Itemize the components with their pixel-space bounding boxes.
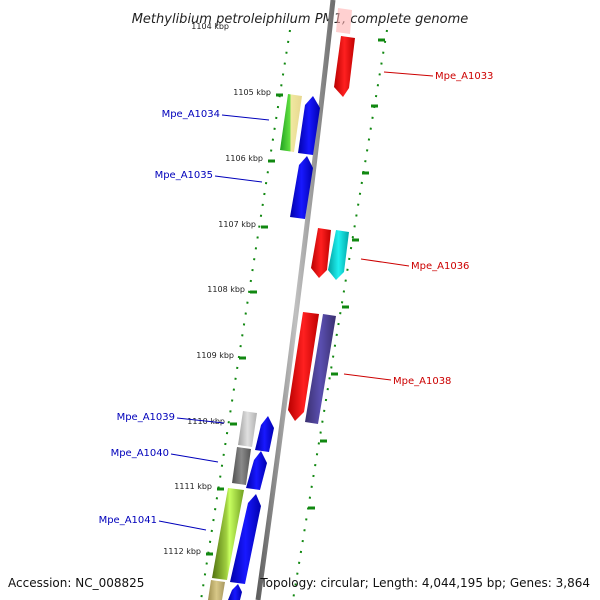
kbp-label: 1104 kbp — [191, 22, 229, 31]
gene-blue-bottom[interactable] — [228, 584, 242, 600]
map-title: Methylibium petroleiphilum PM1, complete… — [132, 12, 469, 27]
gene-mpe-a1033[interactable] — [334, 36, 355, 97]
kbp-tick-marks — [206, 38, 385, 556]
kbp-label: 1111 kbp — [174, 482, 212, 491]
forward-genes — [288, 8, 355, 424]
gene-mpe-a1033-fade — [336, 8, 352, 34]
label-mpe-a1035[interactable]: Mpe_A1035 — [155, 170, 213, 181]
leader-lines — [158, 71, 434, 531]
gene-cyan[interactable] — [328, 230, 349, 280]
gene-mpe-a1036[interactable] — [311, 228, 331, 278]
topology-text: Topology: circular; Length: 4,044,195 bp… — [259, 576, 590, 590]
gene-mpe-a1038[interactable] — [288, 312, 319, 421]
label-mpe-a1038[interactable]: Mpe_A1038 — [393, 376, 451, 387]
gene-gray[interactable] — [238, 411, 257, 447]
gene-labels: Mpe_A1033 Mpe_A1036 Mpe_A1038 Mpe_A1034 … — [99, 71, 494, 526]
kbp-label: 1105 kbp — [233, 88, 271, 97]
kbp-label: 1108 kbp — [207, 285, 245, 294]
gene-mpe-a1040[interactable] — [246, 451, 267, 490]
kbp-label: 1112 kbp — [163, 547, 201, 556]
label-mpe-a1039[interactable]: Mpe_A1039 — [117, 412, 175, 423]
gene-mpe-a1041[interactable] — [230, 494, 261, 584]
label-mpe-a1034[interactable]: Mpe_A1034 — [162, 109, 220, 120]
gene-dark-gray[interactable] — [232, 447, 251, 485]
label-mpe-a1036[interactable]: Mpe_A1036 — [411, 261, 469, 272]
kbp-label: 1107 kbp — [218, 220, 256, 229]
kbp-label: 1106 kbp — [225, 154, 263, 163]
genome-backbone — [255, 0, 336, 600]
label-mpe-a1033[interactable]: Mpe_A1033 — [435, 71, 493, 82]
label-mpe-a1040[interactable]: Mpe_A1040 — [111, 448, 169, 459]
accession-text: Accession: NC_008825 — [8, 576, 144, 590]
label-mpe-a1041[interactable]: Mpe_A1041 — [99, 515, 157, 526]
gene-green-pale[interactable] — [280, 94, 302, 152]
gene-mpe-a1035[interactable] — [290, 156, 313, 219]
gene-mpe-a1034[interactable] — [298, 96, 320, 155]
gene-purple[interactable] — [305, 314, 336, 424]
gene-olive[interactable] — [212, 488, 244, 580]
gene-khaki[interactable] — [208, 580, 225, 600]
reverse-genes — [208, 94, 320, 600]
kbp-label: 1109 kbp — [196, 351, 234, 360]
gene-mpe-a1039[interactable] — [255, 416, 274, 452]
